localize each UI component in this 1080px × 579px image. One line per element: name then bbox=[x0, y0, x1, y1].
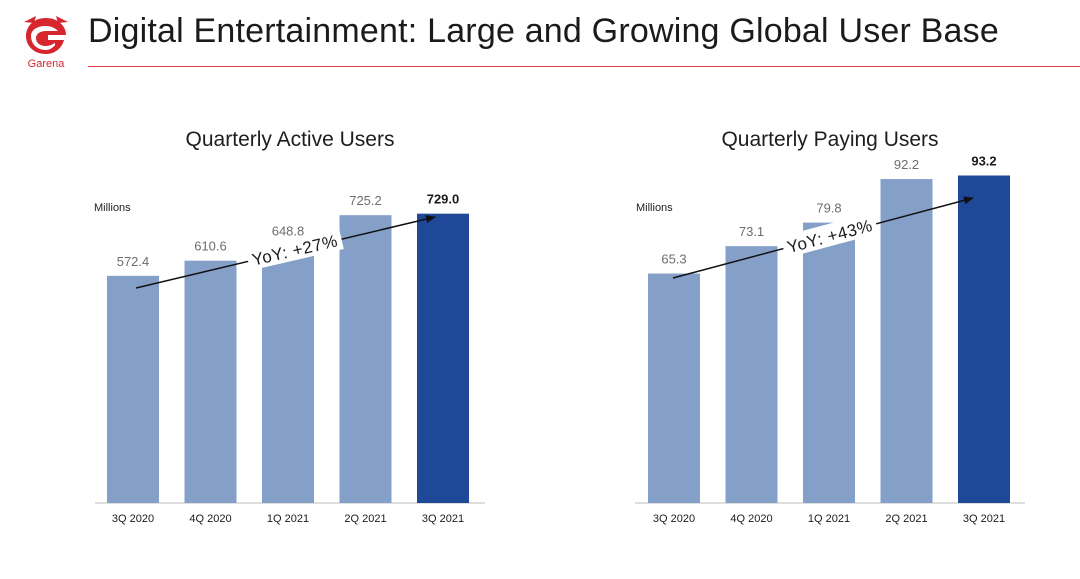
bar-value-label: 610.6 bbox=[194, 239, 227, 254]
bar-value-label: 572.4 bbox=[117, 254, 150, 269]
bar-1q-2021 bbox=[262, 245, 314, 503]
x-tick-label: 1Q 2021 bbox=[808, 513, 850, 525]
bar-4q-2020 bbox=[184, 260, 237, 503]
x-tick-label: 3Q 2020 bbox=[112, 513, 154, 525]
x-tick-label: 3Q 2020 bbox=[653, 513, 695, 525]
x-tick-label: 2Q 2021 bbox=[885, 513, 927, 525]
x-tick-label: 3Q 2021 bbox=[963, 513, 1005, 525]
bar-3q-2020 bbox=[648, 273, 700, 503]
garena-logo-icon bbox=[24, 16, 68, 54]
unit-label: Millions bbox=[636, 202, 673, 214]
bar-3q-2020 bbox=[107, 275, 159, 503]
logo-text: Garena bbox=[27, 58, 65, 70]
annotation-background bbox=[780, 212, 879, 259]
bar-4q-2020 bbox=[725, 246, 778, 503]
x-tick-label: 4Q 2020 bbox=[730, 513, 772, 525]
chart-title: Quarterly Active Users bbox=[185, 128, 395, 151]
bar-2q-2021 bbox=[880, 179, 933, 503]
x-tick-label: 3Q 2021 bbox=[422, 513, 464, 525]
title-divider bbox=[88, 66, 1080, 67]
garena-logo: Garena bbox=[18, 14, 74, 72]
unit-label: Millions bbox=[94, 202, 131, 214]
bar-2q-2021 bbox=[339, 215, 392, 503]
bar-chart-svg: 65.3 3Q 2020 73.1 4Q 2020 79.8 1Q 2021 92.2 2Q … bbox=[635, 154, 1025, 525]
x-tick-label: 1Q 2021 bbox=[267, 513, 309, 525]
bar-3q-2021 bbox=[417, 213, 469, 503]
bar-value-label: 65.3 bbox=[661, 252, 686, 267]
chart-title: Quarterly Paying Users bbox=[721, 128, 939, 151]
bar-value-label: 93.2 bbox=[971, 154, 996, 169]
bar-value-label: 648.8 bbox=[272, 223, 305, 238]
bar-value-label: 79.8 bbox=[816, 201, 841, 216]
bar-3q-2021 bbox=[958, 175, 1010, 503]
bar-value-label: 92.2 bbox=[894, 157, 919, 172]
chart-quarterly-active-users: Quarterly Active Users Millions 572.4 3Q … bbox=[80, 120, 500, 540]
bar-chart-svg: 572.4 3Q 2020 610.6 4Q 2020 648.8 1Q 2021 725.… bbox=[95, 192, 485, 525]
chart-quarterly-paying-users: Quarterly Paying Users Millions 65.3 3Q 2… bbox=[620, 120, 1040, 540]
x-tick-label: 2Q 2021 bbox=[344, 513, 386, 525]
x-tick-label: 4Q 2020 bbox=[189, 513, 231, 525]
page-title: Digital Entertainment: Large and Growing… bbox=[88, 12, 999, 50]
bar-value-label: 73.1 bbox=[739, 224, 764, 239]
bar-1q-2021 bbox=[803, 222, 855, 503]
bar-value-label: 729.0 bbox=[427, 192, 460, 207]
annotation-background bbox=[245, 227, 344, 271]
bar-value-label: 725.2 bbox=[349, 193, 382, 208]
